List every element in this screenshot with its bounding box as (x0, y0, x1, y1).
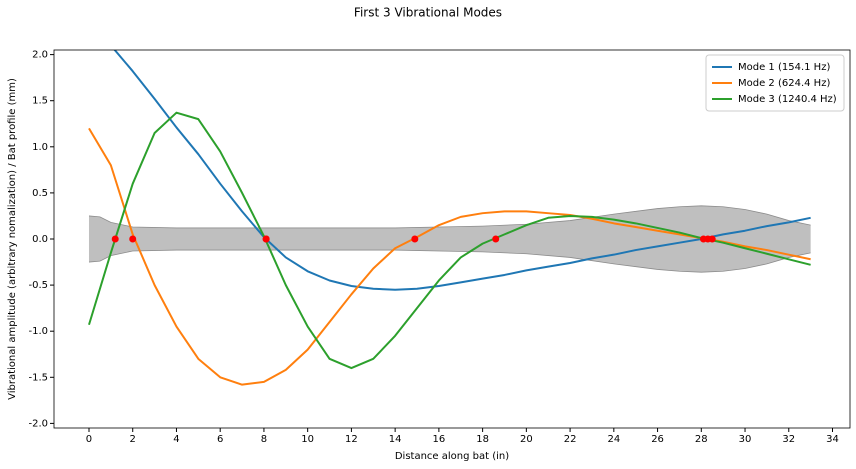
x-tick-label: 2 (130, 434, 136, 445)
x-tick-label: 12 (345, 434, 358, 445)
node-point (111, 235, 119, 243)
x-tick-label: 6 (217, 434, 223, 445)
y-tick-label: -0.5 (28, 280, 48, 291)
x-tick-label: 4 (173, 434, 179, 445)
x-tick-label: 16 (433, 434, 446, 445)
node-point (492, 235, 500, 243)
x-tick-label: 10 (301, 434, 314, 445)
y-tick-label: 0.5 (32, 188, 48, 199)
node-point (129, 235, 137, 243)
y-tick-label: -1.5 (28, 372, 48, 383)
legend-label: Mode 1 (154.1 Hz) (738, 62, 830, 73)
x-tick-label: 20 (520, 434, 533, 445)
y-tick-label: -2.0 (28, 418, 48, 429)
node-point (262, 235, 270, 243)
legend-box (705, 54, 845, 112)
node-point (411, 235, 419, 243)
y-axis-label: Vibrational amplitude (arbitrary nomaliz… (7, 78, 18, 400)
y-tick-label: 0.0 (32, 234, 48, 245)
x-tick-label: 22 (564, 434, 577, 445)
profile-lower (88, 249, 811, 273)
x-axis-label: Distance along bat (in) (395, 451, 509, 462)
chart-title: First 3 Vibrational Modes (354, 6, 502, 20)
x-tick-label: 8 (261, 434, 267, 445)
legend-label: Mode 2 (624.4 Hz) (738, 78, 830, 89)
x-tick-label: 18 (476, 434, 489, 445)
plot-area (88, 50, 811, 386)
x-tick-label: 34 (826, 434, 839, 445)
x-tick-label: 0 (86, 434, 92, 445)
x-tick-label: 28 (695, 434, 708, 445)
legend-label: Mode 3 (1240.4 Hz) (738, 94, 837, 105)
mode-line (113, 50, 811, 291)
y-tick-label: 1.0 (32, 142, 48, 153)
mode-line (88, 111, 811, 370)
x-tick-label: 24 (607, 434, 620, 445)
x-tick-label: 32 (782, 434, 795, 445)
x-tick-label: 26 (651, 434, 664, 445)
node-point (708, 235, 716, 243)
y-tick-label: 2.0 (32, 50, 48, 61)
profile-upper (88, 205, 811, 229)
y-tick-label: -1.0 (28, 326, 48, 337)
x-tick-label: 30 (739, 434, 752, 445)
y-tick-label: 1.5 (32, 96, 48, 107)
x-tick-label: 14 (389, 434, 402, 445)
